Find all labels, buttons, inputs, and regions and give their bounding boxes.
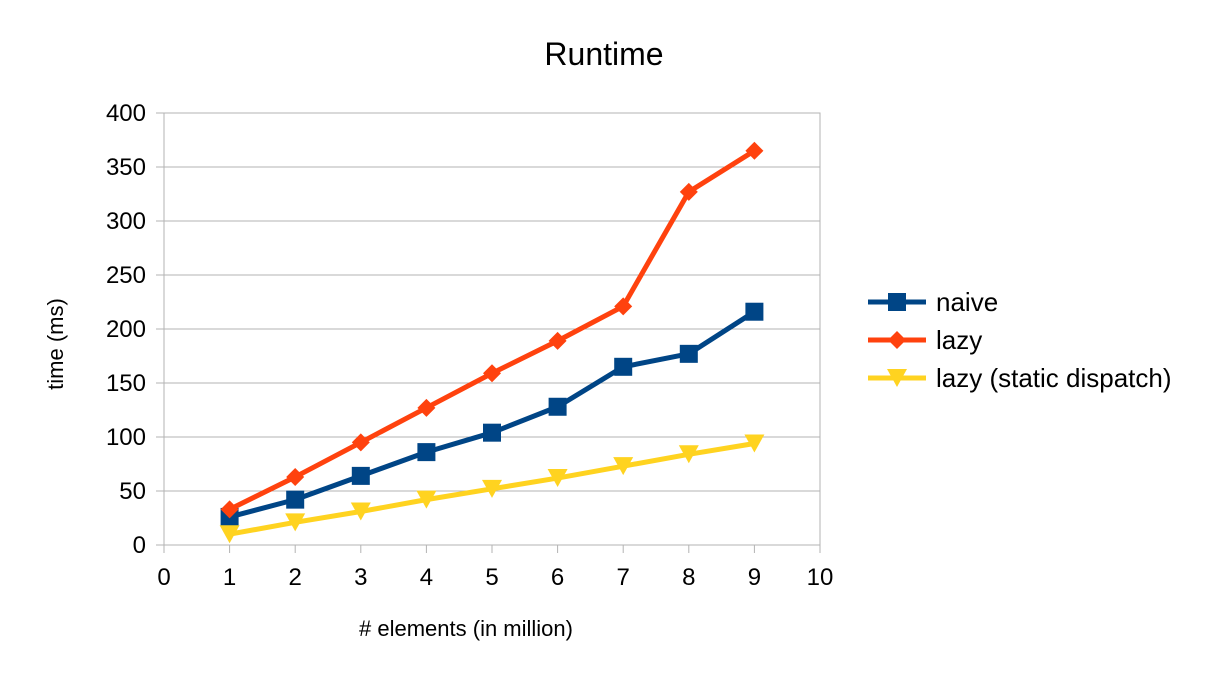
- data-point: [614, 357, 633, 376]
- data-point: [745, 141, 764, 160]
- data-point: [744, 434, 765, 453]
- data-point: [745, 302, 764, 321]
- x-tick-label: 2: [289, 564, 302, 591]
- gridlines: [164, 112, 820, 492]
- x-tick-label: 8: [682, 564, 695, 591]
- y-tick-label: 250: [106, 262, 146, 289]
- data-point: [286, 490, 305, 509]
- y-tick-label: 400: [106, 100, 146, 127]
- legend-item: naive: [868, 287, 998, 317]
- data-point: [220, 500, 239, 519]
- legend-swatch-marker: [888, 293, 906, 311]
- data-point: [285, 513, 306, 532]
- data-point: [416, 490, 437, 509]
- x-tick-label: 7: [617, 564, 630, 591]
- data-point: [679, 182, 698, 201]
- legend-label: lazy (static dispatch): [936, 363, 1172, 393]
- data-point: [614, 297, 633, 316]
- legend-label: lazy: [936, 325, 982, 355]
- series-naive: [220, 302, 764, 526]
- data-point: [679, 344, 698, 363]
- data-point: [417, 398, 436, 417]
- y-tick-label: 300: [106, 208, 146, 235]
- x-tick-label: 6: [551, 564, 564, 591]
- x-tick-label: 0: [157, 564, 170, 591]
- x-axis-title: # elements (in million): [359, 616, 573, 641]
- data-point: [286, 467, 305, 486]
- data-point: [351, 433, 370, 452]
- x-tick-label: 1: [223, 564, 236, 591]
- legend-swatch-marker: [888, 331, 906, 349]
- axes: 0 50 100 150 200 250 300 350 400 0 1 2 3 4 5 6 7 8 9 10: [106, 100, 833, 591]
- legend-label: naive: [936, 287, 998, 317]
- x-tick-label: 10: [807, 564, 834, 591]
- series-lazy: [220, 141, 764, 519]
- y-tick-label: 150: [106, 370, 146, 397]
- x-tick-label: 3: [354, 564, 367, 591]
- data-point: [547, 469, 568, 488]
- legend-swatch-marker: [887, 369, 907, 387]
- legend: naive lazy lazy (static dispatch): [868, 287, 1172, 393]
- y-tick-label: 200: [106, 316, 146, 343]
- data-point: [482, 479, 502, 498]
- data-point: [548, 331, 567, 350]
- y-tick-label: 0: [133, 532, 146, 559]
- y-tick-label: 50: [119, 478, 146, 505]
- y-axis-title: time (ms): [43, 298, 68, 390]
- series: [219, 141, 765, 544]
- y-tick-label: 100: [106, 424, 146, 451]
- data-point: [219, 525, 240, 544]
- data-point: [483, 423, 501, 442]
- x-tick-label: 4: [420, 564, 433, 591]
- data-point: [548, 397, 567, 416]
- series-lazy-static-dispatch: [219, 434, 765, 544]
- chart-title: Runtime: [544, 36, 663, 72]
- x-tick-label: 9: [748, 564, 761, 591]
- x-tick-label: 5: [485, 564, 498, 591]
- data-point: [351, 466, 370, 485]
- y-tick-label: 350: [106, 154, 146, 181]
- legend-item: lazy: [868, 325, 982, 355]
- legend-item: lazy (static dispatch): [868, 363, 1172, 393]
- data-point: [483, 364, 501, 383]
- data-point: [350, 502, 371, 521]
- data-point: [678, 445, 699, 464]
- data-point: [613, 457, 634, 476]
- data-point: [417, 443, 436, 462]
